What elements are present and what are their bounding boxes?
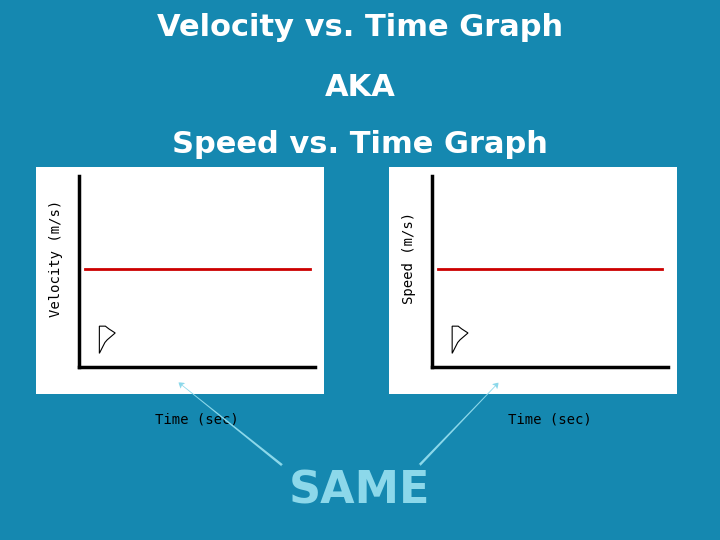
Polygon shape xyxy=(452,326,468,353)
Text: AKA: AKA xyxy=(325,73,395,102)
Text: Speed (m/s): Speed (m/s) xyxy=(402,212,416,304)
Text: Time (sec): Time (sec) xyxy=(156,413,239,427)
Text: Time (sec): Time (sec) xyxy=(508,413,592,427)
Text: Speed vs. Time Graph: Speed vs. Time Graph xyxy=(172,130,548,159)
Text: SAME: SAME xyxy=(289,470,431,513)
Text: Velocity vs. Time Graph: Velocity vs. Time Graph xyxy=(157,14,563,43)
Polygon shape xyxy=(99,326,115,353)
Text: Velocity (m/s): Velocity (m/s) xyxy=(49,199,63,317)
